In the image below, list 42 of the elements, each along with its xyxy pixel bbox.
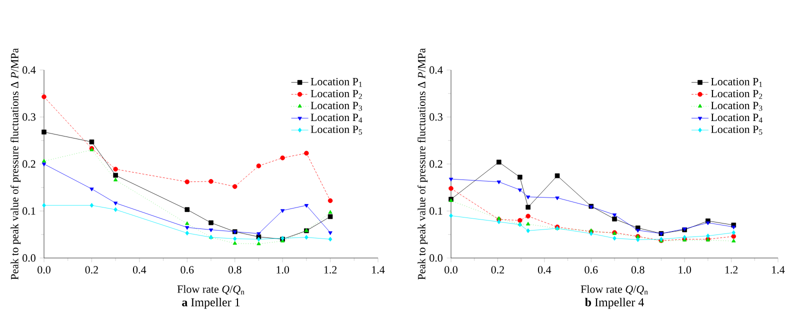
x-tick-label: 0.4 (132, 266, 146, 274)
x-axis-title: Flow rate Q/Q$_{n}$ (177, 285, 244, 295)
legend-label: Location P$_{2}$ (711, 90, 762, 99)
x-tick-label: 0.2 (85, 266, 98, 274)
y-tick-label: 0.2 (430, 160, 442, 168)
y-tick-label: 0.4 (22, 66, 36, 74)
x-tick-label: 0.0 (38, 266, 50, 274)
legend-label: Location P$_{4}$ (711, 114, 762, 123)
legend-label: Location P$_{5}$ (310, 126, 362, 135)
x-tick-label: 0.4 (538, 266, 552, 274)
y-tick-label: 0.3 (22, 113, 36, 121)
y-axis-title: Peak to peak value of pressure fluctuations Δ P/MPa (10, 48, 21, 280)
x-tick-label: 0.6 (584, 266, 598, 274)
y-tick-label: 0.0 (430, 254, 442, 262)
y-tick-label: 0.1 (22, 207, 36, 215)
legend-label: Location P$_{3}$ (711, 102, 762, 111)
x-tick-label: 0.8 (631, 266, 644, 274)
text: b Impeller 4 (585, 298, 644, 309)
x-tick-label: 1.4 (772, 266, 785, 274)
legend-label: Location P$_{5}$ (711, 126, 762, 135)
x-tick-label: 0.6 (180, 266, 194, 274)
x-tick-label: 1.4 (372, 266, 385, 274)
x-tick-label: 1.2 (725, 266, 738, 274)
text: a Impeller 1 (182, 298, 240, 309)
x-tick-label: 0.0 (444, 266, 458, 274)
legend-label: Location P$_{2}$ (310, 90, 362, 99)
legend-label: Location P$_{4}$ (310, 114, 362, 123)
legend-label: Location P$_{1}$ (711, 78, 762, 87)
y-axis-title: Peak to peak value of pressure fluctuations Δ P/MPa (418, 48, 428, 280)
x-tick-label: 1.0 (678, 266, 692, 274)
y-tick-label: 0.0 (22, 254, 36, 262)
y-tick-label: 0.2 (22, 160, 36, 168)
x-tick-label: 1.2 (324, 266, 337, 274)
x-tick-label: 0.8 (228, 266, 242, 274)
y-tick-label: 0.1 (430, 207, 442, 215)
x-tick-label: 0.2 (491, 266, 504, 274)
y-tick-label: 0.3 (430, 113, 442, 121)
legend-label: Location P$_{3}$ (310, 102, 362, 111)
y-tick-label: 0.4 (430, 66, 443, 74)
legend-label: Location P$_{1}$ (310, 78, 362, 87)
x-tick-label: 1.0 (276, 266, 290, 274)
x-axis-title: Flow rate Q/Q$_{n}$ (580, 285, 648, 295)
